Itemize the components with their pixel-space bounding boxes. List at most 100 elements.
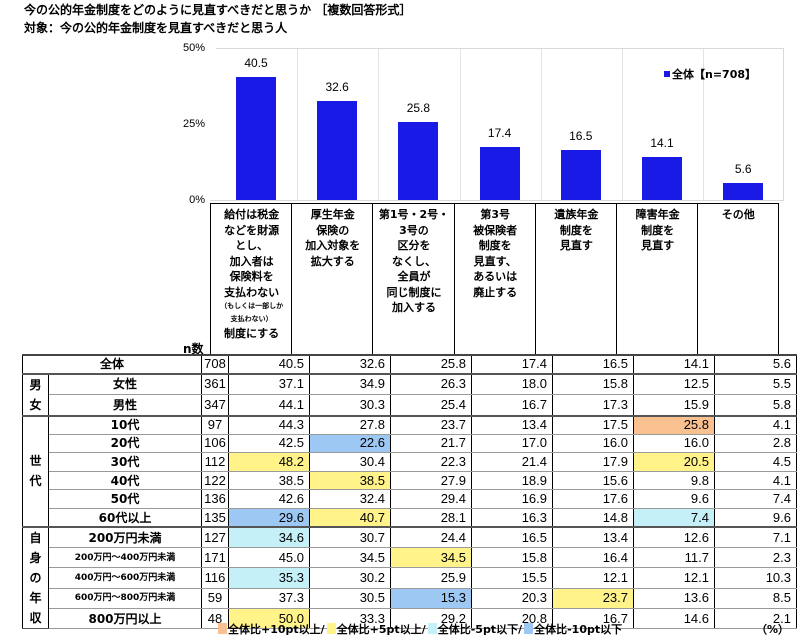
value-cell: 16.0 <box>552 433 634 454</box>
bar-6 <box>642 157 682 200</box>
column-header-3: 第1号・2号・ 3号の 区分を なくし、 全員が 同じ制度に 加入する <box>372 203 455 354</box>
n-count: 171 <box>201 546 229 569</box>
value-cell: 17.5 <box>552 414 634 435</box>
value-cell: 26.3 <box>390 372 472 396</box>
value-cell: 8.5 <box>714 587 797 609</box>
table-row: 男性 347 44.1 30.3 25.4 16.7 17.3 15.9 5.8 <box>23 394 797 417</box>
bar-4 <box>479 147 520 200</box>
value-cell: 37.1 <box>228 372 310 396</box>
value-cell: 16.4 <box>552 546 634 569</box>
value-cell: 24.4 <box>390 526 472 548</box>
value-cell: 2.1 <box>714 607 797 630</box>
value-cell: 14.1 <box>633 354 715 375</box>
table-row: 50代 136 42.6 32.4 29.4 16.9 17.6 9.6 7.4 <box>23 489 797 510</box>
value-cell: 12.6 <box>633 526 715 548</box>
table-row: 世代 10代 97 44.3 27.8 23.7 13.4 17.5 25.8 4.1 <box>22 414 797 528</box>
table-row: 60代以上 135 29.6 40.7 28.1 16.3 14.8 7.4 9.6 <box>23 508 797 528</box>
x-axis-baseline <box>210 200 784 201</box>
value-cell: 4.1 <box>714 414 797 435</box>
value-cell: 30.7 <box>309 526 391 548</box>
value-cell: 15.5 <box>471 567 553 589</box>
header-line: 区分を <box>397 239 431 252</box>
group-label-income: 自身の年収 <box>22 526 49 630</box>
header-line: 制度にする <box>224 327 280 340</box>
value-cell: 44.1 <box>228 394 310 417</box>
value-cell: 37.3 <box>228 587 310 609</box>
bar-2 <box>317 100 358 200</box>
value-cell: 17.9 <box>552 452 634 472</box>
y-tick-25: 25% <box>182 118 205 130</box>
value-cell: 34.5 <box>309 546 391 569</box>
header-line: 支払わない） <box>230 315 273 323</box>
header-line: （もしくは一部しか <box>220 302 284 310</box>
header-line: 見直す <box>641 239 675 252</box>
header-line: 3号の <box>399 223 429 237</box>
highlight-legend: 全体比+10pt以上/全体比+5pt以上/全体比-5pt以下/全体比-10pt以… <box>218 621 624 637</box>
color-swatch-icon <box>326 623 336 634</box>
value-cell: 29.4 <box>390 489 472 510</box>
header-line: その他 <box>721 208 755 221</box>
value-cell: 4.5 <box>714 452 797 472</box>
chart-legend: 全体【n=708】 <box>664 66 756 82</box>
n-count: 136 <box>201 489 229 510</box>
value-cell: 12.1 <box>552 567 634 589</box>
value-cell: 34.5 <box>390 546 472 569</box>
value-cell: 14.6 <box>633 607 715 630</box>
value-cell: 35.3 <box>228 567 310 589</box>
value-cell: 16.5 <box>471 526 553 548</box>
value-cell: 2.8 <box>714 433 797 454</box>
value-cell: 30.3 <box>309 394 391 417</box>
value-cell: 30.4 <box>309 452 391 472</box>
column-header-7: その他 <box>697 203 780 354</box>
value-cell: 44.3 <box>228 414 310 435</box>
row-label: 40代 <box>48 470 202 491</box>
group-label-char: 世 <box>29 454 42 469</box>
row-label: 600万円～800万円未満 <box>48 587 202 609</box>
vertical-gridline <box>540 49 542 200</box>
highlight-legend-item: 全体比-5pt以下/ <box>427 621 522 637</box>
row-label: 10代 <box>48 414 202 435</box>
vertical-gridline <box>459 49 461 200</box>
n-count: 347 <box>201 394 229 417</box>
table-row: 600万円～800万円未満 59 37.3 30.5 15.3 20.3 23.7 13.6 8… <box>23 587 797 609</box>
header-line: 制度を <box>641 223 675 237</box>
value-cell: 13.4 <box>471 414 553 435</box>
value-cell: 30.5 <box>309 587 391 609</box>
value-cell: 2.3 <box>714 546 797 569</box>
header-line: とし、 <box>235 239 269 252</box>
table-row: 自身の年収 200万円未満 127 34.6 30.7 24.4 16.5 13.4 12.6 7… <box>22 526 797 630</box>
header-line: あるいは <box>473 270 518 283</box>
value-cell: 25.9 <box>390 567 472 589</box>
value-cell: 34.9 <box>309 372 391 396</box>
group-label-char: 男 <box>29 377 42 392</box>
value-cell: 5.8 <box>714 394 797 417</box>
value-cell: 7.1 <box>714 526 797 548</box>
bar-value-label: 17.4 <box>487 126 512 141</box>
vertical-gridline <box>297 49 299 200</box>
value-cell: 12.1 <box>633 567 715 589</box>
highlight-legend-item: 全体比+5pt以上/ <box>326 621 426 637</box>
group-label-char: の <box>29 571 42 586</box>
color-swatch-icon <box>218 623 227 634</box>
value-cell: 27.8 <box>309 414 391 435</box>
header-line: 拡大する <box>310 254 355 268</box>
value-cell: 16.0 <box>633 433 715 454</box>
value-cell: 9.6 <box>633 489 715 510</box>
unit-label: （%） <box>756 623 790 636</box>
value-cell: 29.6 <box>228 508 310 528</box>
bar-1 <box>236 76 276 200</box>
vertical-gridline <box>622 49 623 200</box>
value-cell: 14.8 <box>552 508 634 528</box>
value-cell: 12.5 <box>633 372 715 396</box>
n-count: 361 <box>201 372 229 396</box>
n-count: 708 <box>201 354 229 375</box>
header-line: 給付は税金 <box>224 208 280 221</box>
table-row: 200万円～400万円未満 171 45.0 34.5 34.5 15.8 16.4 11.7… <box>23 546 797 569</box>
n-count: 97 <box>201 414 229 435</box>
header-line: 厚生年金 <box>310 208 355 221</box>
header-line: 支払わない <box>224 285 280 299</box>
value-cell: 17.4 <box>471 354 553 375</box>
value-cell: 10.3 <box>714 567 797 589</box>
header-line: 全員が <box>397 270 431 283</box>
bar-value-label: 5.6 <box>734 161 752 176</box>
